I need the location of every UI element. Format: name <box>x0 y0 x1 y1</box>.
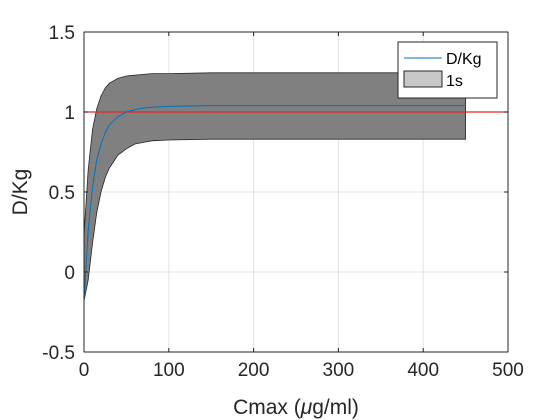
legend-label-line: D/Kg <box>446 51 482 68</box>
sigma-band <box>83 72 467 301</box>
x-tick-label-3: 300 <box>323 360 355 381</box>
x-tick-label-5: 500 <box>492 360 524 381</box>
y-axis-ticks: -0.5 0 0.5 1 1.5 <box>42 23 508 364</box>
legend-band-swatch <box>403 70 443 88</box>
series-lines <box>83 105 466 301</box>
y-tick-label-0: -0.5 <box>42 343 75 364</box>
x-axis-title: Cmax (μg/ml) <box>233 396 359 419</box>
legend-label-band: 1s <box>446 73 463 90</box>
legend-box <box>397 41 498 99</box>
y-tick-label-4: 1.5 <box>49 23 75 44</box>
y-tick-label-3: 1 <box>64 103 75 124</box>
series-line-0 <box>83 105 466 301</box>
x-tick-label-0: 0 <box>79 360 90 381</box>
y-tick-label-1: 0 <box>64 263 75 284</box>
x-tick-label-1: 100 <box>153 360 185 381</box>
y-axis-title: D/Kg <box>9 169 32 216</box>
x-tick-label-4: 400 <box>407 360 439 381</box>
y-tick-label-2: 0.5 <box>49 183 75 204</box>
legend: D/Kg 1s <box>397 41 498 99</box>
x-tick-label-2: 200 <box>238 360 270 381</box>
band-area-1 <box>83 72 467 301</box>
x-axis-ticks: 0 100 200 300 400 500 <box>79 32 524 381</box>
